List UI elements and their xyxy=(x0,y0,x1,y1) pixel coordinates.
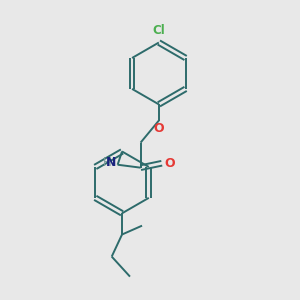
Text: O: O xyxy=(154,122,164,135)
Text: Cl: Cl xyxy=(152,24,165,37)
Text: N: N xyxy=(106,156,116,169)
Text: O: O xyxy=(164,157,175,170)
Text: H: H xyxy=(102,156,111,169)
